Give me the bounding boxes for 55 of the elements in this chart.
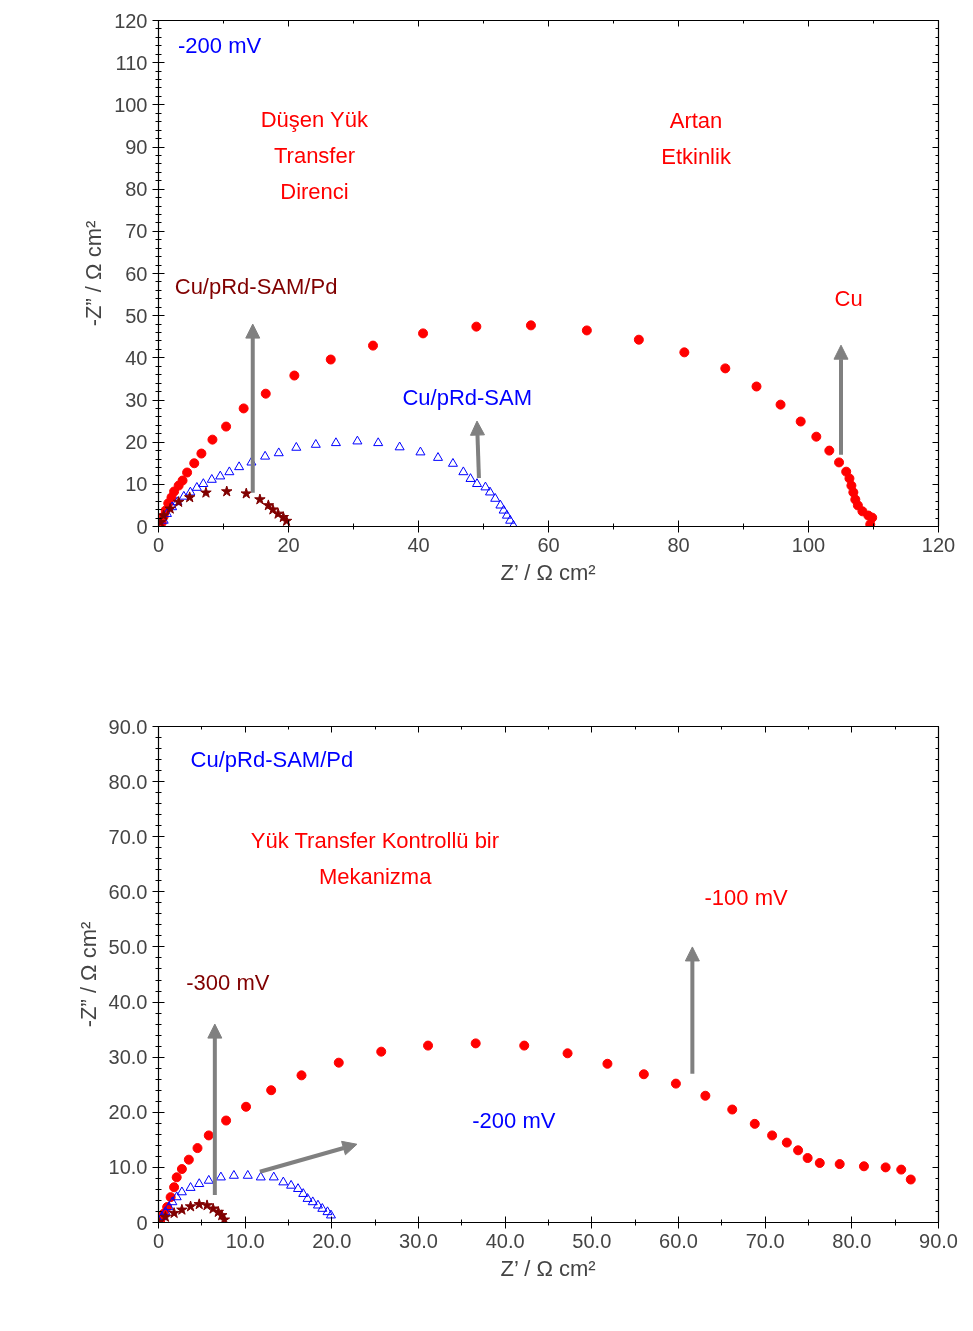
x-tick-label: 60: [537, 533, 560, 556]
y-tick-label: 40.0: [108, 991, 148, 1014]
y-axis-title: -Z” / Ω cm²: [81, 220, 107, 327]
y-tick-label: 100: [114, 93, 148, 116]
series-label: Cu/pRd-SAM: [402, 385, 533, 411]
x-tick-label: 20.0: [312, 1229, 352, 1252]
y-tick-label: 90.0: [108, 715, 148, 738]
annotation: Cu/pRd-SAM/Pd: [190, 747, 354, 773]
y-tick-label: 0: [136, 1211, 148, 1234]
annotation: Artan Etkinlik: [661, 107, 732, 170]
x-tick-label: 120: [921, 533, 956, 556]
y-tick-label: 110: [115, 51, 148, 74]
y-tick-label: 70: [125, 220, 148, 243]
y-tick-label: 30: [125, 389, 148, 411]
x-tick-label: 100: [791, 533, 826, 556]
x-tick-label: 0: [152, 1229, 165, 1252]
y-tick-label: 40: [125, 346, 148, 369]
y-tick-label: 80: [125, 178, 148, 201]
y-tick-label: 50: [125, 304, 148, 327]
y-tick-label: 80.0: [108, 770, 148, 793]
y-tick-label: 60.0: [108, 880, 148, 903]
y-tick-label: 0: [136, 515, 148, 538]
text: Cu/pRd-SAM/Pd: [174, 273, 338, 299]
x-tick-label: 0: [152, 533, 165, 556]
y-tick-label: 70.0: [108, 825, 148, 848]
y-tick-label: 10: [125, 473, 148, 496]
x-tick-label: 40: [407, 533, 430, 556]
y-axis-title: -Z” / Ω cm²: [75, 921, 101, 1028]
y-tick-label: 120: [114, 9, 148, 32]
x-tick-label: 80: [667, 533, 690, 556]
y-tick-label: 90: [125, 136, 148, 158]
y-tick-label: 20: [125, 431, 148, 454]
x-tick-label: 50.0: [572, 1229, 612, 1252]
y-tick-label: 10.0: [108, 1156, 148, 1179]
text: Cu: [834, 286, 863, 312]
y-tick-label: 20.0: [108, 1101, 148, 1124]
text: -300 mV: [186, 970, 270, 996]
annotation: Düşen Yük Transfer Direnci: [260, 106, 369, 205]
x-tick-label: 10.0: [225, 1229, 265, 1252]
y-tick-label: 30.0: [108, 1046, 148, 1069]
x-axis-title: Z’ / Ω cm²: [500, 559, 596, 585]
y-tick-label: 50.0: [108, 935, 148, 958]
annotation: -200 mV: [178, 33, 262, 59]
x-tick-label: 40.0: [485, 1229, 525, 1252]
x-tick-label: 90.0: [919, 1229, 958, 1252]
text: -200 mV: [472, 1108, 556, 1134]
annotation: Yük Transfer Kontrollü bir Mekanizma: [250, 828, 500, 890]
x-tick-label: 80.0: [832, 1229, 872, 1252]
x-tick-label: 20: [277, 533, 300, 556]
x-tick-label: 30.0: [399, 1229, 438, 1252]
x-tick-label: 60.0: [659, 1229, 698, 1252]
x-tick-label: 70.0: [745, 1229, 785, 1252]
text: -100 mV: [704, 884, 788, 910]
x-axis-title: Z’ / Ω cm²: [500, 1255, 596, 1281]
y-tick-label: 60: [125, 262, 148, 285]
